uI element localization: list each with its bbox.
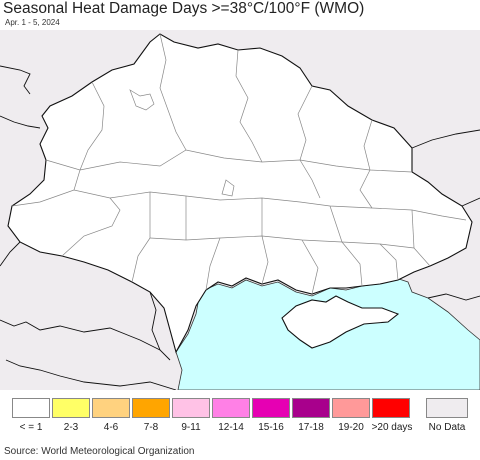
heat-damage-map	[0, 30, 480, 390]
legend-label-12-14: 12-14	[218, 422, 244, 433]
legend-swatch-15-16	[252, 398, 290, 418]
legend-label-9-11: 9-11	[181, 422, 201, 433]
source-credit: Source: World Meteorological Organizatio…	[4, 446, 195, 457]
legend-label-19-20: 19-20	[338, 422, 364, 433]
legend-swatch-le1	[12, 398, 50, 418]
legend-label-4-6: 4-6	[103, 422, 119, 433]
legend-label-le1: < = 1	[19, 422, 43, 433]
legend-swatch-17-18	[292, 398, 330, 418]
legend-swatch-nodata	[426, 398, 468, 418]
date-range: Apr. 1 - 5, 2024	[5, 18, 60, 27]
legend-label-17-18: 17-18	[298, 422, 324, 433]
legend-swatch-gt20	[372, 398, 410, 418]
crimea	[281, 295, 400, 349]
legend-swatch-4-6	[92, 398, 130, 418]
legend-label-15-16: 15-16	[258, 422, 284, 433]
legend-label-nodata: No Data	[428, 422, 466, 433]
legend-label-2-3: 2-3	[63, 422, 79, 433]
legend-label-7-8: 7-8	[143, 422, 159, 433]
map-title: Seasonal Heat Damage Days >=38°C/100°F (…	[3, 0, 365, 17]
legend: < = 1 2-3 4-6 7-8 9-11 12-14 15-16 17-18…	[12, 398, 472, 434]
legend-swatch-9-11	[172, 398, 210, 418]
legend-label-gt20: >20 days	[371, 422, 413, 433]
legend-swatch-12-14	[212, 398, 250, 418]
legend-swatch-2-3	[52, 398, 90, 418]
legend-swatch-7-8	[132, 398, 170, 418]
neighbor-borders	[0, 65, 480, 390]
oblast-borders	[11, 33, 467, 295]
legend-swatch-19-20	[332, 398, 370, 418]
